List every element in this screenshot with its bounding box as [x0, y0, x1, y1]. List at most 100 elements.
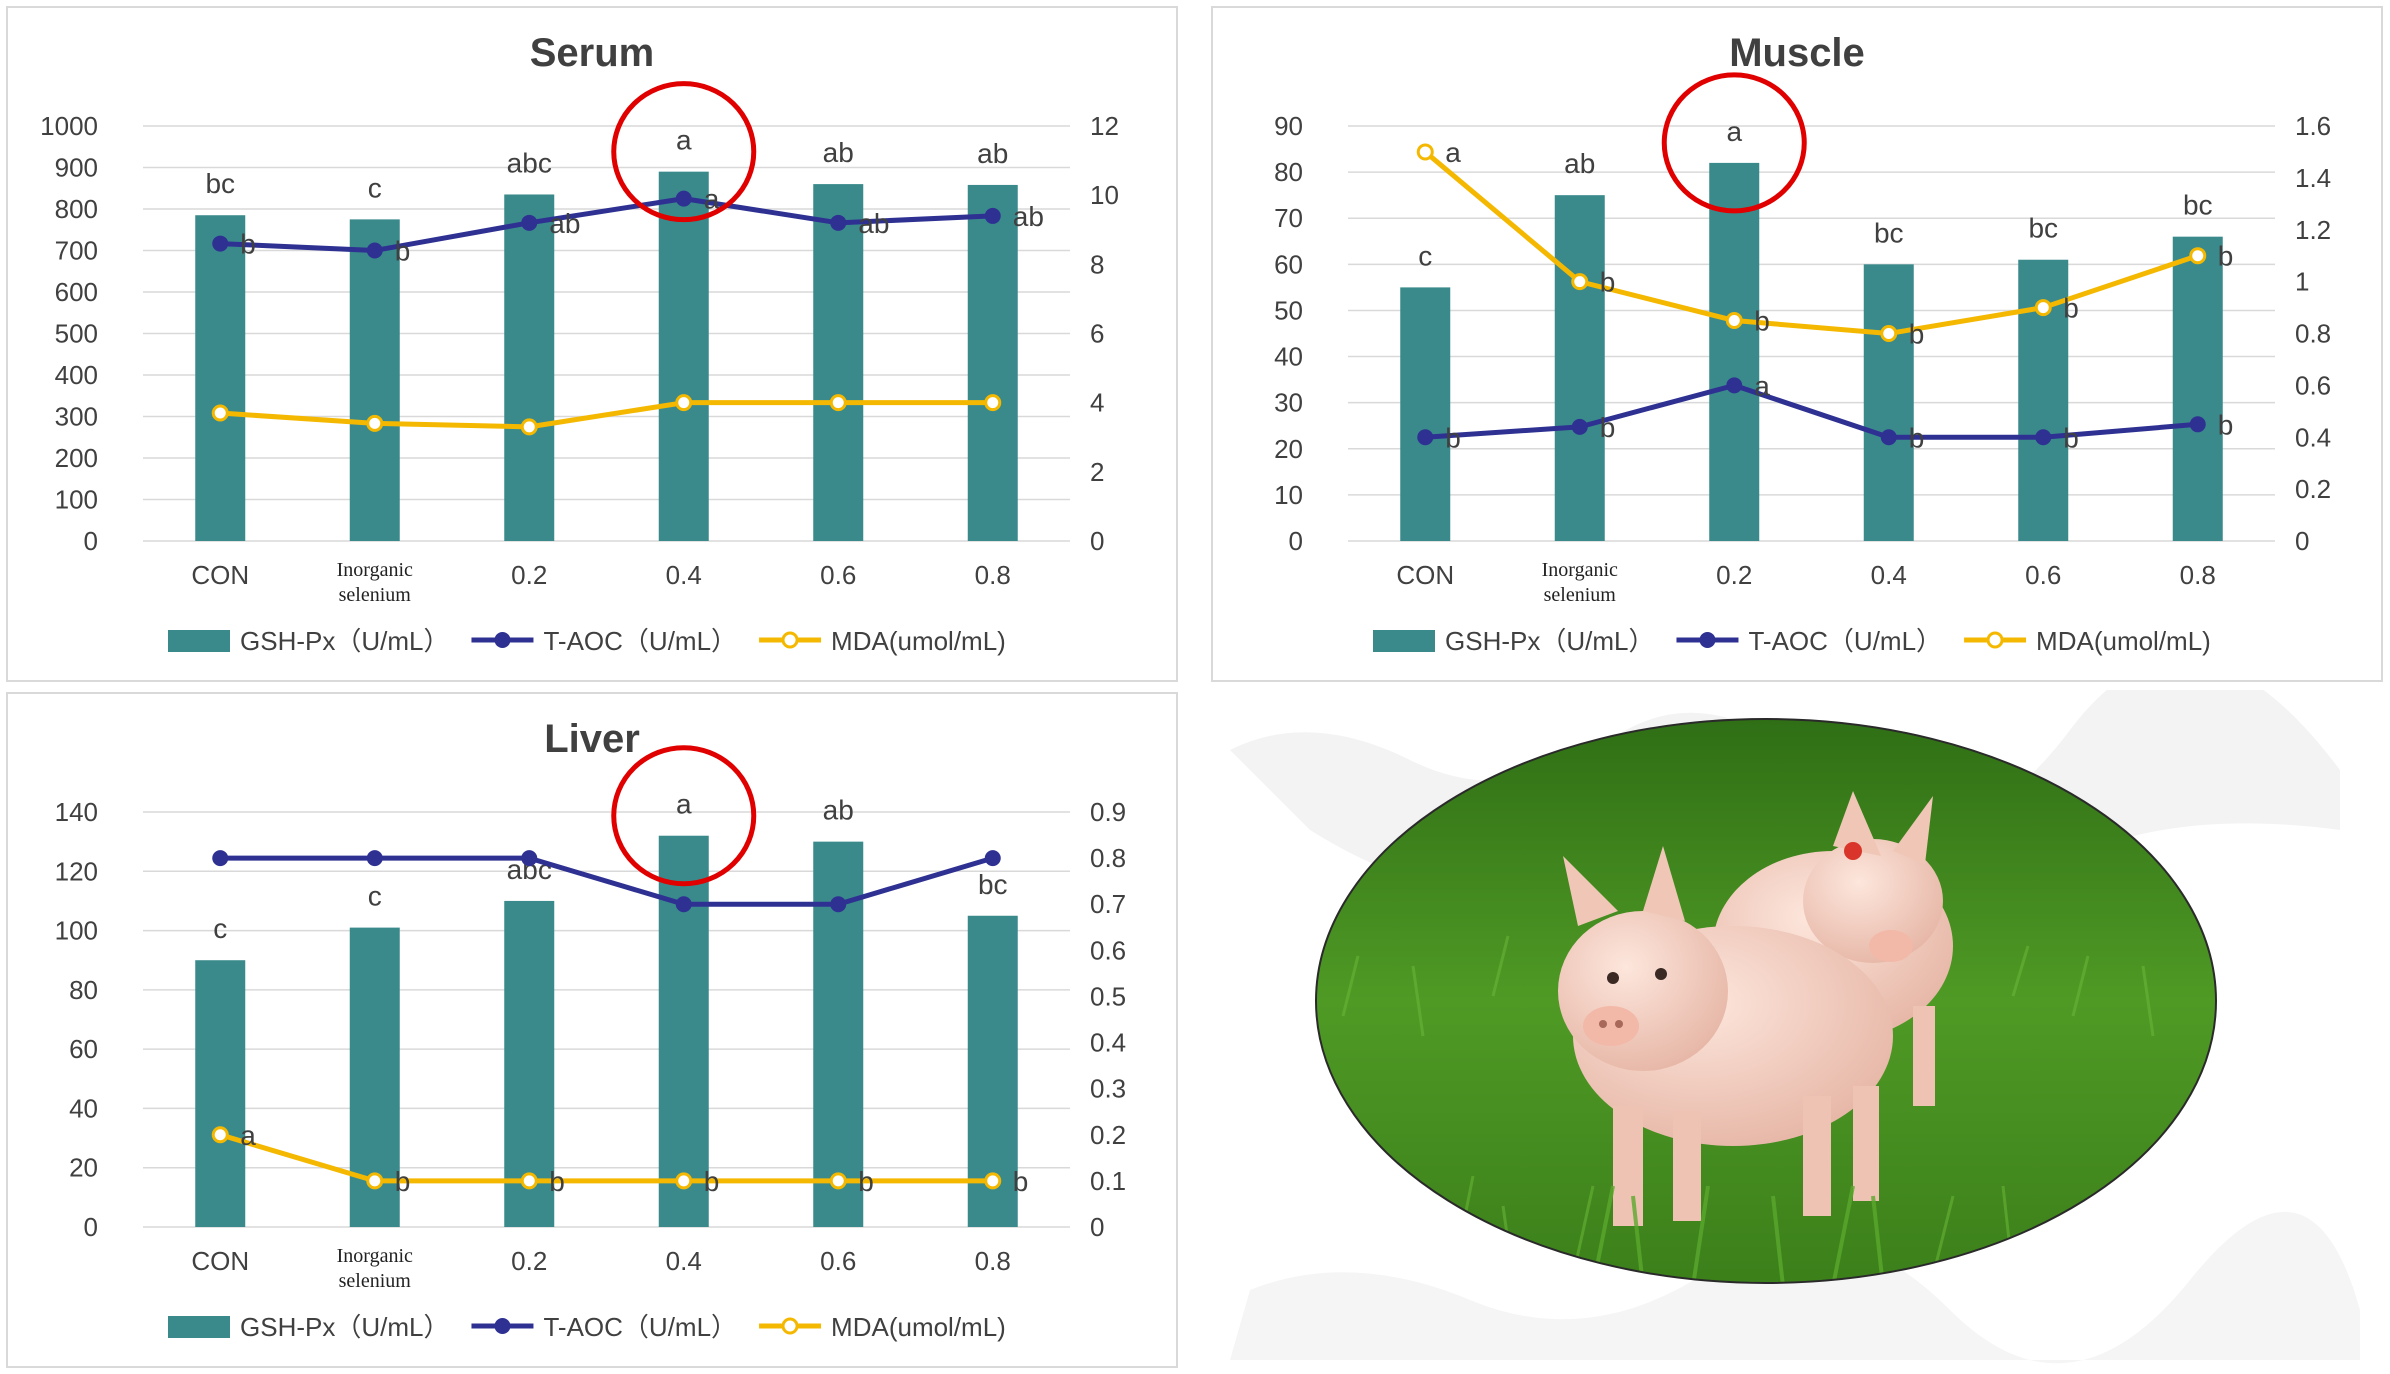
liver-category-label: CON: [191, 1246, 249, 1276]
liver-left-tick-label: 0: [84, 1212, 98, 1242]
liver-left-tick-label: 20: [69, 1153, 98, 1183]
muscle-left-tick-label: 40: [1274, 342, 1303, 372]
muscle-mda-point-label: b: [1600, 267, 1616, 298]
liver-category-label: 0.8: [975, 1246, 1011, 1276]
muscle-t-aoc-point: [2189, 416, 2206, 433]
serum-category-label: CON: [191, 560, 249, 590]
serum-left-tick-label: 700: [55, 236, 98, 266]
liver-right-tick-label: 0.4: [1090, 1028, 1126, 1058]
muscle-t-aoc-point: [1571, 418, 1588, 435]
serum-left-tick-label: 900: [55, 153, 98, 183]
muscle-mda-point: [2189, 247, 2207, 265]
muscle-category-label: CON: [1396, 560, 1454, 590]
liver-left-tick-label: 120: [55, 856, 98, 886]
serum-mda-point: [984, 394, 1002, 412]
muscle-bar-significance-label: bc: [1874, 217, 1904, 248]
muscle-t-aoc-point: [2035, 429, 2052, 446]
liver-legend-gsh-px-swatch: [168, 1316, 230, 1338]
muscle-mda-point: [1416, 143, 1434, 161]
liver-mda-point-label: a: [240, 1120, 256, 1151]
liver-mda-line: [219, 1132, 993, 1184]
serum-legend-gsh-px-swatch: [168, 630, 230, 652]
muscle-t-aoc-point-label: b: [1909, 422, 1925, 453]
liver-right-tick-label: 0.1: [1090, 1166, 1126, 1196]
liver-t-aoc-point: [212, 850, 229, 867]
muscle-highlight-circle: [1661, 72, 1807, 214]
serum-chart-title: Serum: [530, 31, 655, 75]
serum-t-aoc-point-label: ab: [549, 208, 580, 239]
muscle-legend-gsh-px-label: GSH-Px（U/mL）: [1445, 626, 1654, 656]
muscle-left-tick-label: 10: [1274, 480, 1303, 510]
liver-legend-mda-marker: [781, 1317, 799, 1335]
liver-mda-point: [366, 1172, 384, 1190]
muscle-legend-gsh-px-swatch: [1373, 630, 1435, 652]
muscle-left-tick-label: 30: [1274, 388, 1303, 418]
muscle-t-aoc-point-label: b: [2218, 409, 2234, 440]
serum-right-tick-label: 10: [1090, 180, 1119, 210]
liver-legend-t-aoc-label: T-AOC（U/mL）: [543, 1312, 737, 1342]
muscle-bar-significance-label: bc: [2028, 213, 2058, 244]
serum-category-label: 0.6: [820, 560, 856, 590]
serum-mda-point: [211, 404, 229, 422]
liver-t-aoc-point: [521, 850, 538, 867]
muscle-left-tick-label: 0: [1289, 526, 1303, 556]
muscle-left-tick-label: 70: [1274, 203, 1303, 233]
serum-bar-significance-label: ab: [823, 137, 854, 168]
muscle-left-tick-label: 50: [1274, 295, 1303, 325]
muscle-t-aoc-point: [1880, 429, 1897, 446]
serum-left-tick-label: 500: [55, 319, 98, 349]
serum-left-tick-label: 100: [55, 485, 98, 515]
liver-highlight-circle: [611, 745, 757, 887]
liver-t-aoc-point: [675, 896, 692, 913]
muscle-chart: Muscle 0 10 20 30 40 50 60 70 80 90 0 0.2 0.4 0.6 0.8 1 1…: [1274, 31, 2331, 656]
muscle-mda-point-label: b: [2063, 293, 2079, 324]
muscle-category-label: Inorganic: [1542, 559, 1618, 581]
serum-left-tick-label: 300: [55, 402, 98, 432]
liver-chart: Liver 0 20 40 60 80 100 120 140 0 0.1 0.2 0.3 0.4 0.5 0…: [55, 717, 1127, 1342]
muscle-right-tick-label: 0.6: [2295, 370, 2331, 400]
serum-category-label: selenium: [339, 584, 412, 606]
serum-legend-mda-label: MDA(umol/mL): [831, 626, 1006, 656]
serum-bar-significance-label: c: [368, 172, 382, 203]
liver-left-tick-label: 100: [55, 916, 98, 946]
liver-mda-point: [211, 1126, 229, 1144]
muscle-mda-point: [2034, 299, 2052, 317]
muscle-gsh-px-bar: [1554, 195, 1605, 541]
liver-left-tick-label: 40: [69, 1093, 98, 1123]
muscle-right-tick-label: 1.4: [2295, 163, 2331, 193]
liver-mda-point: [984, 1172, 1002, 1190]
serum-mda-line: [220, 400, 993, 430]
muscle-bar-significance-label: ab: [1564, 148, 1595, 179]
liver-category-label: 0.2: [511, 1246, 547, 1276]
liver-t-aoc-point: [830, 896, 847, 913]
serum-right-tick-label: 12: [1090, 111, 1119, 141]
serum-t-aoc-point: [212, 235, 229, 252]
serum-t-aoc-point-label: a: [704, 184, 720, 215]
muscle-gsh-px-bar: [1863, 264, 1914, 541]
muscle-t-aoc-point-label: b: [2063, 422, 2079, 453]
serum-t-aoc-point-label: b: [395, 236, 411, 267]
serum-bar-significance-label: a: [676, 125, 692, 156]
liver-gsh-px-bar: [195, 960, 246, 1227]
muscle-legend-mda-marker: [1986, 631, 2004, 649]
liver-left-tick-label: 140: [55, 797, 98, 827]
serum-bar-significance-label: bc: [205, 168, 235, 199]
muscle-t-aoc-point: [1417, 429, 1434, 446]
liver-right-tick-label: 0.7: [1090, 889, 1126, 919]
muscle-chart-title: Muscle: [1729, 31, 1865, 75]
liver-right-tick-label: 0.3: [1090, 1074, 1126, 1104]
muscle-bar-significance-label: bc: [2183, 190, 2213, 221]
serum-bar-significance-label: ab: [977, 138, 1008, 169]
muscle-mda-point-label: a: [1445, 137, 1461, 168]
muscle-gsh-px-bar: [2172, 236, 2223, 541]
liver-right-tick-label: 0.5: [1090, 981, 1126, 1011]
liver-left-tick-label: 60: [69, 1034, 98, 1064]
serum-mda-point: [829, 394, 847, 412]
serum-right-tick-label: 2: [1090, 457, 1104, 487]
muscle-mda-point: [1880, 325, 1898, 342]
liver-mda-point-label: b: [395, 1166, 411, 1197]
muscle-left-tick-label: 20: [1274, 434, 1303, 464]
serum-right-tick-label: 8: [1090, 249, 1104, 279]
serum-gsh-px-bar: [195, 215, 246, 541]
muscle-right-tick-label: 1.6: [2295, 111, 2331, 141]
